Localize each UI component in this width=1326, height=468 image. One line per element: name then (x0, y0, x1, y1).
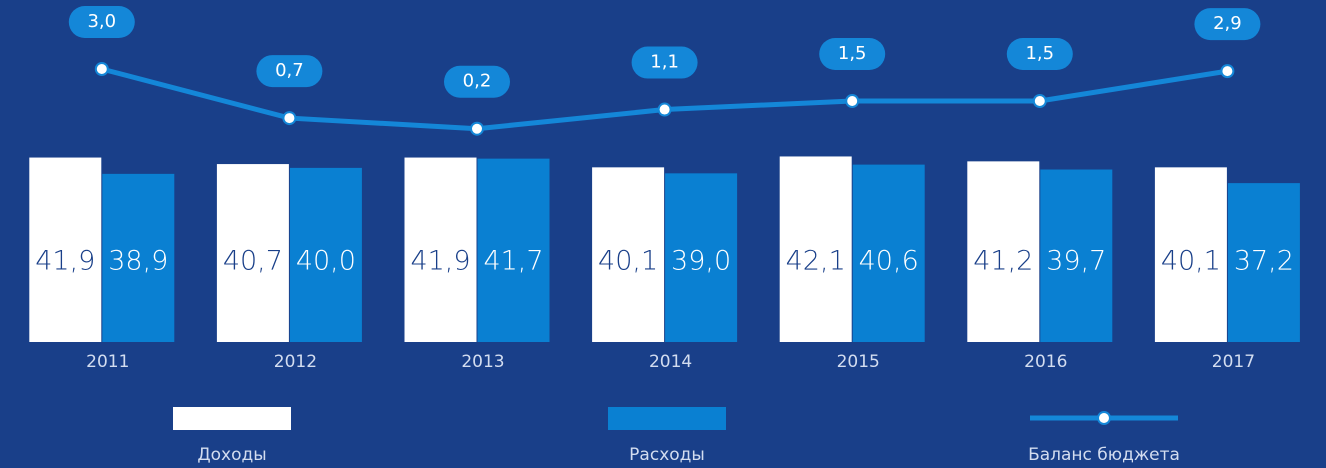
value-pill (1006, 38, 1073, 70)
bar (1227, 183, 1300, 342)
bar-value-label: 39,0 (671, 246, 731, 277)
value-pill (444, 65, 510, 98)
x-tick-label: 2016 (1024, 352, 1067, 372)
bar (1154, 167, 1227, 342)
bar-value-label: 42,1 (786, 246, 846, 277)
bar (289, 167, 362, 342)
legend-point (1097, 411, 1111, 425)
value-pill (1194, 8, 1261, 41)
bar-value-label: 37,2 (1234, 246, 1294, 277)
bar (592, 167, 665, 342)
bar-value-label: 40,1 (598, 246, 658, 277)
bar (967, 161, 1040, 342)
bar-value-label: 40,6 (859, 246, 919, 277)
legend-label: Доходы (197, 445, 266, 465)
point (845, 94, 860, 108)
bar-value-label: 40,1 (1161, 246, 1221, 277)
bar (779, 156, 852, 342)
point (1220, 64, 1235, 79)
legend-swatch (173, 407, 291, 430)
point (94, 62, 109, 76)
bar-value-label: 41,7 (483, 246, 543, 277)
legend-swatch (608, 407, 726, 430)
bar (102, 173, 175, 342)
legend-label: Расходы (629, 445, 705, 465)
point (282, 111, 297, 126)
bar-value-label: 40,0 (296, 246, 356, 277)
x-tick-label: 2015 (837, 352, 880, 372)
line-value-label: 0,2 (463, 71, 492, 92)
line-value-label: 1,5 (1025, 43, 1054, 64)
bar (852, 164, 925, 342)
bar-value-label: 41,9 (35, 246, 95, 277)
value-pill (819, 38, 886, 70)
bar (477, 158, 550, 342)
x-tick-label: 2013 (461, 352, 504, 372)
value-pill (68, 6, 135, 38)
bar (29, 157, 102, 342)
bar (665, 173, 738, 342)
bar-value-label: 39,7 (1046, 246, 1106, 277)
bar-value-label: 40,7 (223, 246, 283, 277)
line-value-label: 3,0 (87, 11, 116, 32)
line-value-label: 2,9 (1213, 13, 1242, 34)
bar-value-label: 41,2 (973, 246, 1033, 277)
x-tick-label: 2014 (649, 352, 692, 372)
bar (216, 164, 289, 342)
bar-value-label: 38,9 (108, 246, 168, 277)
line-value-label: 0,7 (275, 60, 304, 81)
x-tick-label: 2012 (274, 352, 317, 372)
point (1032, 94, 1047, 108)
bar (404, 157, 477, 342)
bar-value-label: 41,9 (410, 246, 470, 277)
value-pill (256, 55, 323, 88)
line-value-label: 1,5 (838, 43, 867, 64)
x-tick-label: 2011 (86, 352, 129, 372)
bar (1040, 169, 1113, 342)
point (657, 102, 672, 117)
line-value-label: 1,1 (650, 52, 679, 73)
legend-label: Баланс бюджета (1028, 445, 1180, 465)
value-pill (631, 46, 698, 79)
point (470, 121, 484, 136)
x-tick-label: 2017 (1212, 352, 1255, 372)
